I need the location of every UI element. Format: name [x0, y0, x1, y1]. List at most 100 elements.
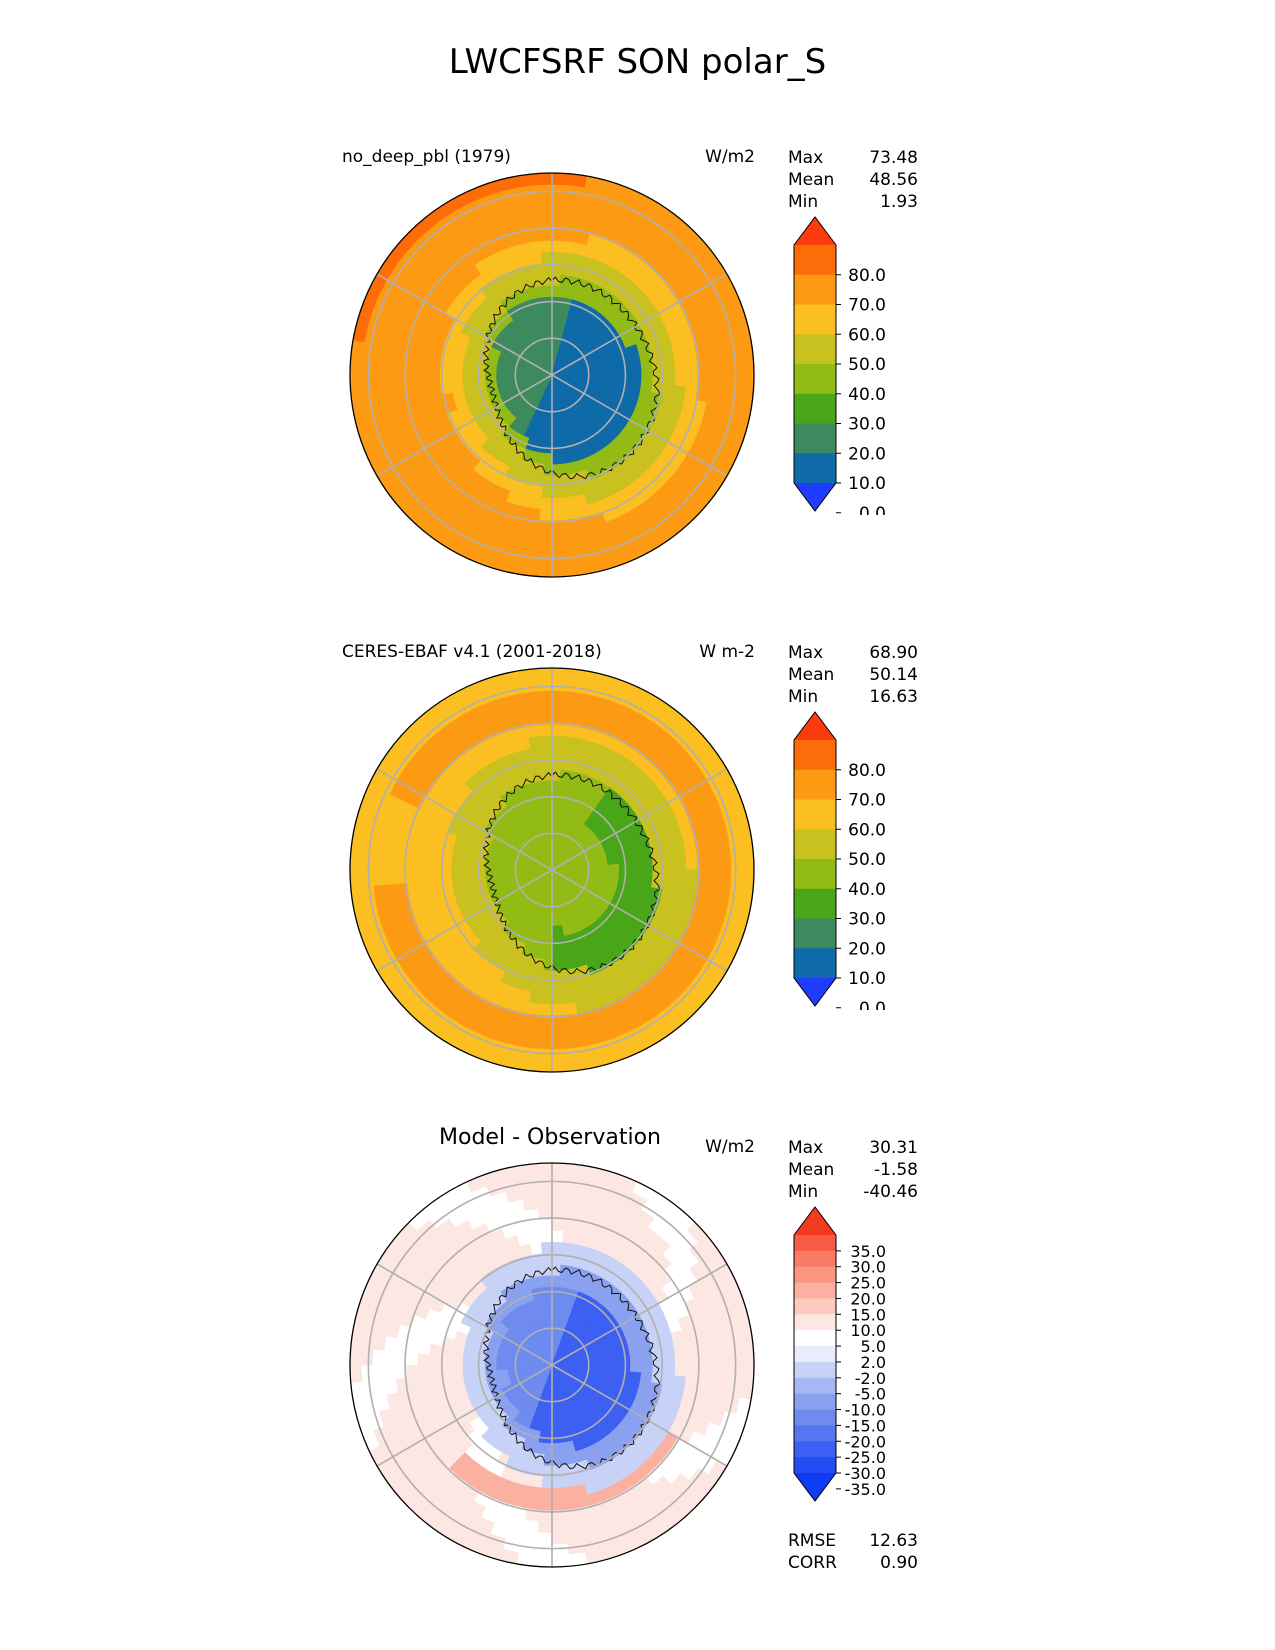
colorbar-extend-min	[794, 978, 836, 1006]
stat-min-label: Min	[788, 687, 819, 707]
field-cell	[536, 689, 554, 703]
colorbar-tick-label: 60.0	[848, 325, 886, 345]
field-cell	[450, 382, 464, 393]
colorbar-tick-label: 30.0	[848, 415, 886, 435]
field-cell	[674, 362, 688, 377]
field-cell	[708, 1364, 721, 1381]
colorbar-tick-label: 80.0	[848, 761, 886, 781]
field-cell	[461, 869, 475, 879]
field-cell	[428, 384, 442, 397]
colorbar-extend-max	[794, 1207, 836, 1235]
colorbar-swatch	[794, 918, 836, 949]
field-cell	[495, 374, 508, 381]
field-cell	[536, 701, 554, 714]
colorbar-swatch	[794, 1282, 836, 1299]
field-cell	[506, 374, 519, 380]
field-cell	[663, 363, 676, 376]
field-layer	[350, 668, 754, 1072]
field-cell	[461, 374, 475, 384]
colorbar-extend-min	[794, 483, 836, 511]
field-cell	[607, 1358, 620, 1366]
field-cell	[719, 1349, 733, 1367]
field-cell	[685, 1364, 699, 1379]
field-cell	[719, 869, 733, 887]
field-cell	[538, 1218, 554, 1232]
corr-label: CORR	[788, 1553, 837, 1573]
colorbar-swatch	[794, 304, 836, 335]
field-cell	[550, 1487, 565, 1501]
meridian-gridline	[376, 374, 553, 477]
field-cell	[495, 869, 508, 876]
field-cell	[550, 1037, 568, 1051]
field-cell	[607, 368, 620, 376]
stat-min: -40.46	[863, 1182, 918, 1202]
field-cell	[551, 183, 570, 197]
field-cell	[563, 1002, 578, 1016]
field-cell	[539, 1487, 553, 1501]
field-cell	[450, 1372, 464, 1383]
field-cell	[528, 735, 542, 749]
field-cell	[662, 848, 676, 861]
field-cell	[350, 1363, 363, 1383]
panel-units: W m-2	[699, 642, 755, 662]
field-cell	[741, 1347, 754, 1367]
field-cell	[585, 865, 598, 871]
colorbar-swatch	[794, 1298, 836, 1315]
field-cell	[550, 1059, 570, 1072]
field-cell	[417, 880, 431, 894]
field-cell	[532, 564, 553, 577]
field-cell	[550, 992, 565, 1006]
polar-map-model	[349, 172, 755, 578]
colorbar-tick-label: -25.0	[845, 1448, 886, 1467]
field-cell	[673, 351, 687, 365]
field-cell	[371, 1363, 385, 1381]
colorbar-difference: 35.030.025.020.015.010.05.02.0-2.0-5.0-1…	[793, 1206, 886, 1502]
polar-map-difference	[349, 1162, 755, 1568]
colorbar-tick-label: -30.0	[845, 1464, 886, 1483]
field-cell	[550, 1026, 568, 1039]
colorbar-tick-label: -2.0	[855, 1369, 886, 1388]
field-cell	[685, 856, 699, 872]
colorbar-observation: 80.0 70.0 60.0 50.0 40.0 30.0 20.0 10.0 0.0	[793, 711, 886, 1010]
field-cell	[532, 1554, 553, 1567]
field-cell	[416, 868, 430, 883]
rmse-value: 12.63	[869, 1531, 918, 1551]
polar-map-observation	[349, 667, 755, 1073]
field-cell	[550, 553, 569, 567]
field-cell	[730, 358, 744, 377]
colorbar-tick-label: 70.0	[848, 791, 886, 811]
stat-max-label: Max	[788, 148, 824, 168]
field-cell	[540, 251, 553, 264]
colorbar-tick-label: 50.0	[848, 355, 886, 375]
field-cell	[350, 1345, 363, 1366]
meridian-gridline	[376, 869, 553, 972]
field-cell	[539, 992, 553, 1006]
stat-min-label: Min	[788, 192, 819, 212]
colorbar-tick-label: 40.0	[848, 880, 886, 900]
field-cell	[685, 361, 699, 377]
field-cell	[741, 852, 754, 872]
field-cell	[528, 240, 542, 254]
colorbar-tick-label: 0.0	[859, 504, 886, 515]
field-cell	[629, 861, 643, 871]
field-cell	[551, 206, 568, 219]
field-cell	[428, 869, 441, 882]
field-cell	[538, 228, 554, 242]
field-cell	[416, 373, 430, 388]
field-cell	[450, 1364, 463, 1375]
meridian-gridline	[551, 1263, 728, 1366]
field-cell	[741, 1364, 754, 1385]
field-cell	[506, 869, 519, 875]
field-cell	[674, 374, 688, 388]
field-cell	[416, 1363, 430, 1378]
colorbar-swatch	[794, 334, 836, 365]
field-cell	[360, 868, 374, 887]
field-cell	[450, 877, 464, 888]
field-cell	[536, 1521, 553, 1534]
field-cell	[550, 497, 565, 511]
panel-title: CERES-EBAF v4.1 (2001-2018)	[342, 642, 602, 662]
stat-min: 16.63	[869, 687, 918, 707]
field-cell	[561, 980, 574, 994]
colorbar-extend-min	[794, 1473, 836, 1501]
field-cell	[534, 1543, 553, 1557]
